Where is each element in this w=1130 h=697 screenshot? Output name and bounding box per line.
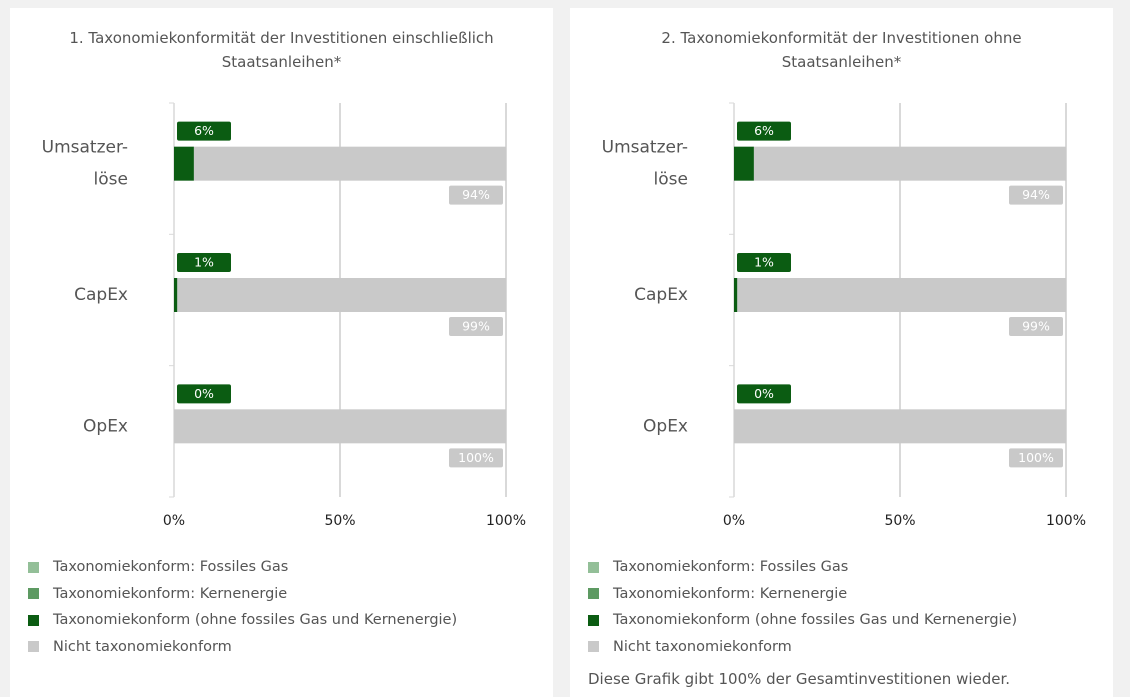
value-label-box — [177, 253, 231, 272]
value-label: 99% — [1022, 319, 1050, 334]
legend-swatch — [588, 588, 599, 600]
bar-segment — [174, 409, 506, 444]
legend: Taxonomiekonform: Fossiles Gas Taxonomiek… — [588, 554, 1017, 660]
legend-item: Taxonomiekonform (ohne fossiles Gas und … — [28, 607, 457, 634]
x-tick-label: 50% — [884, 513, 915, 529]
x-tick-label: 0% — [723, 513, 745, 529]
value-label-box — [449, 317, 503, 336]
x-tick-label: 100% — [1046, 513, 1086, 529]
x-tick-label: 50% — [324, 513, 355, 529]
legend-item: Nicht taxonomiekonform — [588, 634, 1017, 661]
value-label-box — [1009, 185, 1063, 205]
x-tick-label: 100% — [486, 513, 526, 529]
value-label-box — [449, 448, 503, 468]
value-label-box — [737, 253, 791, 272]
legend-item: Taxonomiekonform: Fossiles Gas — [588, 554, 1017, 581]
x-tick-label: 0% — [163, 513, 185, 529]
value-label: 0% — [754, 386, 774, 401]
bar-segment — [753, 146, 1066, 181]
value-label-box — [449, 185, 503, 205]
value-label: 99% — [462, 319, 490, 334]
legend-item: Taxonomiekonform (ohne fossiles Gas und … — [588, 607, 1017, 634]
value-label-box — [1009, 448, 1063, 468]
value-label: 0% — [194, 386, 214, 401]
legend-swatch — [588, 614, 599, 626]
value-label: 6% — [194, 123, 214, 138]
legend-swatch — [28, 641, 39, 653]
legend-swatch — [588, 561, 599, 573]
chart-title: 1. Taxonomiekonformität der Investitione… — [69, 29, 494, 71]
bar-segment — [734, 278, 738, 312]
category-label: CapEx — [74, 285, 128, 305]
value-label-box — [737, 121, 791, 141]
legend-item: Taxonomiekonform: Kernenergie — [588, 581, 1017, 608]
value-label-box — [1009, 317, 1063, 336]
value-label: 1% — [194, 255, 214, 270]
bar-segment — [177, 278, 506, 312]
value-label: 94% — [1022, 187, 1050, 202]
chart-title: 2. Taxonomiekonformität der Investitione… — [661, 29, 1022, 71]
bar-segment — [737, 278, 1066, 312]
legend: Taxonomiekonform: Fossiles Gas Taxonomiek… — [28, 554, 457, 660]
value-label: 6% — [754, 123, 774, 138]
value-label-box — [737, 384, 791, 404]
footnote: Diese Grafik gibt 100% der Gesamtinvesti… — [588, 670, 1011, 688]
legend-label: Nicht taxonomiekonform — [53, 638, 232, 655]
bar-segment — [193, 146, 507, 181]
bar-segment — [734, 146, 754, 181]
bar-segment — [734, 409, 1066, 444]
category-label: Umsatzer-löse — [42, 138, 128, 190]
value-label: 1% — [754, 255, 774, 270]
value-label-box — [177, 121, 231, 141]
bar-segment — [174, 146, 194, 181]
legend-label: Taxonomiekonform (ohne fossiles Gas und … — [53, 612, 458, 629]
legend-item: Taxonomiekonform: Fossiles Gas — [28, 554, 457, 581]
bar-segment — [174, 278, 178, 312]
chart: 0% 50% 100% Umsatzer-löse 6% 94% CapEx 1% 99% OpE… — [42, 102, 526, 529]
legend-label: Taxonomiekonform: Fossiles Gas — [613, 559, 849, 576]
chart-panel: 2. Taxonomiekonformität der Investitione… — [570, 8, 1113, 697]
category-label: Umsatzer-löse — [602, 138, 688, 190]
legend-swatch — [588, 641, 599, 653]
value-label: 100% — [458, 450, 494, 465]
legend-label: Taxonomiekonform (ohne fossiles Gas und … — [613, 612, 1018, 629]
legend-label: Taxonomiekonform: Fossiles Gas — [53, 559, 289, 576]
chart: 0% 50% 100% Umsatzer-löse 6% 94% CapEx 1% 99% OpE… — [602, 102, 1086, 529]
category-label: OpEx — [643, 416, 688, 436]
legend-swatch — [28, 614, 39, 626]
legend-item: Nicht taxonomiekonform — [28, 634, 457, 661]
legend-item: Taxonomiekonform: Kernenergie — [28, 581, 457, 608]
value-label-box — [177, 384, 231, 404]
value-label: 94% — [462, 187, 490, 202]
chart-panel: 1. Taxonomiekonformität der Investitione… — [10, 8, 553, 697]
category-label: CapEx — [634, 285, 688, 305]
category-label: OpEx — [83, 416, 128, 436]
legend-label: Taxonomiekonform: Kernenergie — [613, 585, 848, 602]
legend-swatch — [28, 588, 39, 600]
value-label: 100% — [1018, 450, 1054, 465]
legend-label: Taxonomiekonform: Kernenergie — [53, 585, 288, 602]
legend-swatch — [28, 561, 39, 573]
legend-label: Nicht taxonomiekonform — [613, 638, 792, 655]
